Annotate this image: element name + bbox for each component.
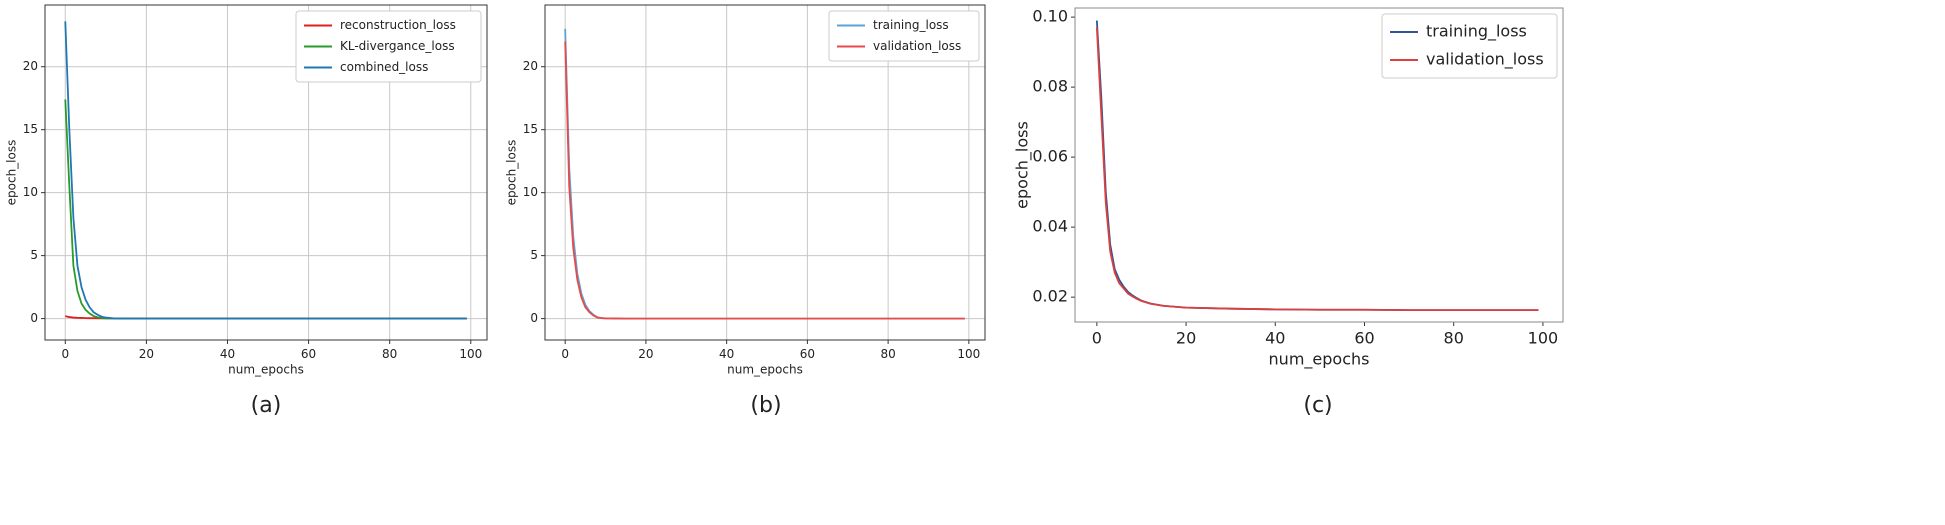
y-tick-label: 5 <box>530 248 538 262</box>
y-tick-label: 10 <box>523 185 538 199</box>
legend-label: KL-divergance_loss <box>340 39 455 53</box>
x-axis-label: num_epochs <box>228 363 304 377</box>
plot-frame <box>1074 7 1564 323</box>
x-tick-label: 20 <box>139 347 154 361</box>
y-tick-label: 0.08 <box>1032 77 1068 96</box>
y-tick-label: 0 <box>530 311 538 325</box>
y-tick-label: 0 <box>30 311 38 325</box>
x-tick-label: 40 <box>220 347 235 361</box>
x-tick-label: 40 <box>1265 329 1285 348</box>
y-tick-label: 20 <box>523 59 538 73</box>
panel-caption: (c) <box>1303 393 1332 418</box>
x-tick-label: 0 <box>561 347 569 361</box>
plot-frame <box>544 4 986 341</box>
legend-box <box>295 10 482 83</box>
chart-panel: 0 20 40 60 80 100 0 5 10 15 20 num_epochs epoch_loss… <box>505 4 986 418</box>
panel-caption: (a) <box>251 393 282 418</box>
plot-frame <box>44 4 488 341</box>
y-axis-label: epoch_loss <box>5 140 19 206</box>
y-tick-label: 10 <box>23 185 38 199</box>
legend-label: training_loss <box>1426 22 1527 42</box>
x-tick-label: 100 <box>1528 329 1559 348</box>
line-series <box>64 21 467 320</box>
x-tick-label: 60 <box>1354 329 1374 348</box>
legend-label: reconstruction_loss <box>340 18 456 32</box>
y-tick-label: 15 <box>523 122 538 136</box>
y-tick-label: 15 <box>23 122 38 136</box>
x-tick-label: 20 <box>638 347 653 361</box>
x-axis-label: num_epochs <box>727 363 803 377</box>
y-tick-label: 20 <box>23 59 38 73</box>
y-tick-label: 0.10 <box>1032 7 1068 26</box>
legend-label: validation_loss <box>873 39 961 53</box>
x-tick-label: 80 <box>1444 329 1464 348</box>
x-tick-label: 60 <box>301 347 316 361</box>
x-tick-label: 100 <box>957 347 980 361</box>
legend-box <box>1381 13 1558 79</box>
x-tick-label: 60 <box>800 347 815 361</box>
x-tick-label: 0 <box>61 347 69 361</box>
panel-caption: (b) <box>750 393 781 418</box>
x-tick-label: 100 <box>459 347 482 361</box>
y-axis-label: epoch_loss <box>505 140 519 206</box>
x-tick-label: 20 <box>1176 329 1196 348</box>
line-series <box>1095 27 1539 311</box>
line-series <box>564 41 965 320</box>
chart-panel: 0 20 40 60 80 100 0 5 10 15 20 num_epochs epoch_loss… <box>5 4 488 418</box>
legend-label: combined_loss <box>340 60 428 74</box>
legend-box <box>828 10 980 62</box>
x-tick-label: 40 <box>719 347 734 361</box>
x-tick-label: 80 <box>880 347 895 361</box>
y-tick-label: 0.06 <box>1032 147 1068 166</box>
legend-label: validation_loss <box>1426 50 1544 70</box>
y-tick-label: 5 <box>30 248 38 262</box>
y-tick-label: 0.04 <box>1032 217 1068 236</box>
y-tick-label: 0.02 <box>1032 287 1068 306</box>
chart-panel: 0 20 40 60 80 100 0.02 0.04 0.06 0.08 0.10 num_epoc… <box>1013 7 1564 418</box>
legend-label: training_loss <box>873 18 949 32</box>
x-tick-label: 0 <box>1092 329 1102 348</box>
y-axis-label: epoch_loss <box>1013 121 1033 209</box>
x-tick-label: 80 <box>382 347 397 361</box>
x-axis-label: num_epochs <box>1269 350 1370 370</box>
